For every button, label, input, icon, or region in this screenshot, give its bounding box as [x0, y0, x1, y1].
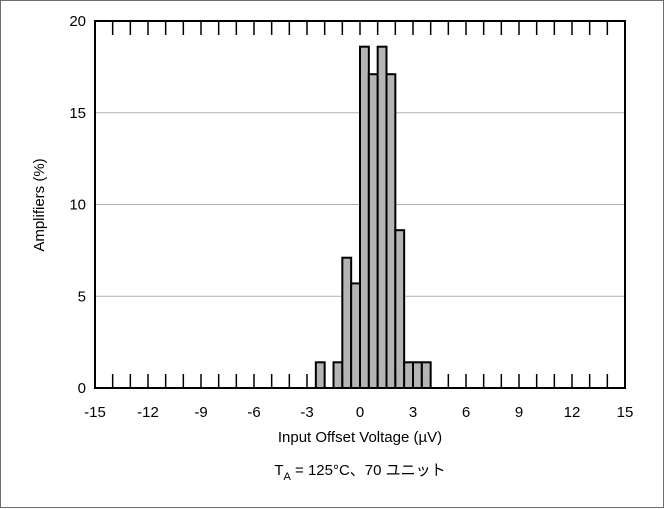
x-tick-label-9: 9 — [515, 404, 523, 421]
y-tick-label-20: 20 — [69, 13, 86, 30]
x-tick-label--12: -12 — [137, 404, 159, 421]
bar-bin-3 — [412, 361, 423, 389]
x-tick-label-3: 3 — [409, 404, 417, 421]
bar-bin-2 — [394, 229, 406, 389]
x-tick-label-15: 15 — [617, 404, 634, 421]
bar-bin--0.5 — [350, 282, 361, 389]
x-tick-label--15: -15 — [84, 404, 106, 421]
y-tick-label-5: 5 — [78, 288, 86, 305]
x-tick-labels: -15 -12 -9 -6 -3 0 3 6 9 12 15 — [84, 404, 633, 421]
bar-bin-1.5 — [385, 73, 397, 389]
y-tick-label-15: 15 — [69, 105, 86, 122]
x-axis-title: Input Offset Voltage (µV) — [278, 429, 442, 446]
bar-bin-2.5 — [403, 361, 414, 389]
condition-note: TA = 125°C、70 ユニット — [274, 462, 445, 483]
bar-bin-0 — [359, 45, 370, 389]
x-tick-label--3: -3 — [300, 404, 313, 421]
bar-bin-1 — [376, 45, 388, 389]
bar-bin-3.5 — [420, 361, 432, 389]
x-tick-label--9: -9 — [194, 404, 207, 421]
y-tick-labels: 0 5 10 15 20 — [69, 13, 86, 397]
x-tick-label-6: 6 — [462, 404, 470, 421]
bar-bin--2.5 — [314, 361, 326, 389]
y-axis-title: Amplifiers (%) — [31, 158, 48, 251]
tick-marks — [111, 21, 609, 388]
plot-frame — [94, 20, 626, 389]
bar-bin--1 — [341, 256, 353, 389]
y-tick-label-10: 10 — [69, 197, 86, 214]
x-tick-label-0: 0 — [356, 404, 364, 421]
x-tick-label--6: -6 — [247, 404, 260, 421]
x-tick-label-12: 12 — [564, 404, 581, 421]
bar-bin--1.5 — [332, 361, 344, 389]
bar-bin-0.5 — [367, 73, 379, 389]
y-tick-label-0: 0 — [78, 380, 86, 397]
